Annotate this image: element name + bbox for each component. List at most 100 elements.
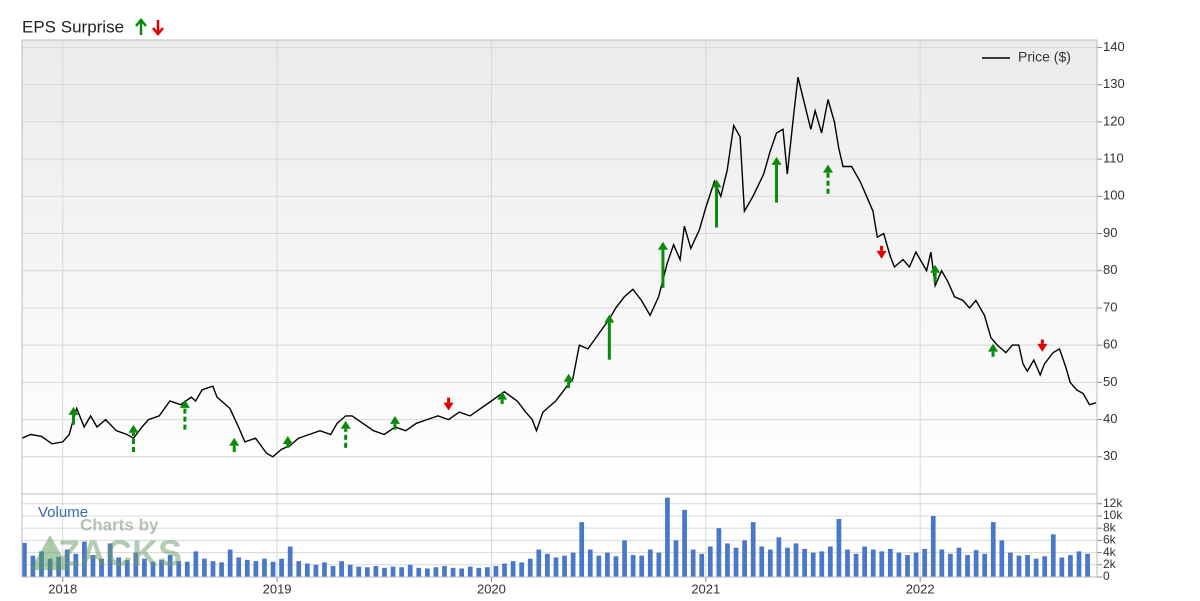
volume-bar: [253, 561, 259, 577]
volume-bar: [279, 558, 284, 577]
volume-bar: [502, 563, 507, 577]
volume-bar: [450, 567, 456, 577]
volume-bar: [150, 561, 156, 577]
volume-bar: [948, 553, 953, 577]
volume-bar: [613, 556, 619, 577]
volume-bar: [913, 552, 919, 577]
volume-bar: [176, 561, 182, 577]
volume-bar: [407, 564, 413, 577]
volume-bar: [510, 561, 516, 577]
volume-bar: [347, 564, 353, 577]
volume-bar: [210, 561, 216, 577]
volume-bar: [1033, 558, 1039, 577]
eps-arrow-head: [340, 420, 351, 429]
volume-bar: [965, 555, 970, 577]
x-tick-label: 2018: [48, 581, 77, 596]
volume-bar: [536, 549, 542, 577]
watermark: Charts by ZACKS: [30, 515, 182, 574]
eps-arrow-head: [1037, 343, 1048, 352]
y-tick-label: 10k: [1103, 508, 1123, 522]
chart-title: EPS Surprise: [22, 17, 124, 36]
volume-bar: [1025, 555, 1030, 577]
eps-arrow-head: [876, 250, 887, 259]
volume-bar: [382, 567, 387, 577]
volume-bar: [647, 549, 653, 577]
volume-bar: [1016, 555, 1022, 577]
volume-bar: [888, 548, 893, 577]
volume-bar: [64, 549, 70, 577]
x-tick-label: 2020: [477, 581, 506, 596]
volume-bar: [862, 546, 868, 577]
volume-bar: [399, 567, 404, 577]
volume-bar: [184, 561, 190, 577]
volume-bar: [587, 549, 593, 577]
volume-bar: [682, 509, 687, 577]
volume-bar: [673, 540, 679, 577]
y-tick-label: 30: [1103, 448, 1117, 463]
volume-bar: [1008, 552, 1013, 577]
volume-bar: [630, 555, 636, 577]
eps-arrow-head: [657, 241, 668, 250]
volume-bar: [202, 558, 207, 577]
eps-arrow-head: [229, 437, 240, 446]
y-tick-label: 40: [1103, 411, 1117, 426]
volume-bar: [827, 546, 833, 577]
volume-bar: [999, 540, 1005, 577]
volume-bar: [22, 542, 27, 577]
volume-bar: [390, 566, 396, 577]
eps-arrow-head: [711, 179, 722, 188]
volume-bar: [1042, 556, 1048, 577]
volume-bar: [802, 548, 807, 577]
volume-bar: [930, 515, 936, 577]
volume-bar: [776, 537, 782, 577]
y-tick-label: 110: [1103, 151, 1124, 166]
y-tick-label: 100: [1103, 188, 1125, 203]
volume-bar: [485, 567, 490, 577]
volume-bar: [90, 555, 96, 577]
volume-bar: [853, 553, 859, 577]
volume-label: Volume: [38, 504, 88, 521]
volume-bar: [219, 562, 224, 577]
x-tick-label: 2021: [691, 581, 720, 596]
volume-bar: [442, 566, 447, 577]
volume-bar: [785, 547, 790, 577]
eps-arrow-head: [389, 415, 400, 424]
volume-bar: [1068, 555, 1073, 577]
volume-bar: [330, 566, 336, 577]
volume-bar: [107, 543, 113, 577]
y-tick-label: 2k: [1103, 557, 1117, 571]
volume-bar: [725, 543, 730, 577]
eps-arrow-head: [282, 435, 293, 444]
eps-arrow-head: [443, 402, 454, 411]
volume-bar: [733, 547, 739, 577]
volume-bar: [759, 546, 765, 577]
eps-arrow-head: [822, 164, 833, 173]
volume-bar: [236, 557, 242, 577]
volume-bar: [373, 566, 379, 577]
volume-bar: [227, 549, 233, 577]
volume-bar: [605, 552, 610, 577]
volume-bar: [810, 552, 816, 577]
eps-arrow-head: [179, 399, 190, 408]
volume-bar: [956, 547, 962, 577]
y-tick-label: 8k: [1103, 520, 1117, 534]
volume-bar: [313, 564, 319, 577]
volume-bar: [562, 555, 567, 577]
volume-bar: [939, 549, 945, 577]
y-tick-label: 12k: [1103, 496, 1123, 510]
volume-bar: [767, 549, 773, 577]
up-icon: [135, 18, 147, 35]
down-icon: [152, 20, 164, 36]
y-tick-label: 130: [1103, 76, 1125, 91]
x-tick-label: 2022: [906, 581, 935, 596]
volume-bar: [579, 522, 585, 577]
volume-bar: [82, 541, 87, 577]
watermark-text: Charts by: [80, 515, 159, 534]
volume-bar: [527, 558, 533, 577]
volume-bar: [990, 522, 996, 577]
volume-bar: [287, 546, 293, 577]
volume-bar: [553, 557, 559, 577]
volume-bar: [424, 568, 430, 577]
eps-arrow-head: [128, 424, 139, 433]
volume-bar: [973, 550, 979, 577]
